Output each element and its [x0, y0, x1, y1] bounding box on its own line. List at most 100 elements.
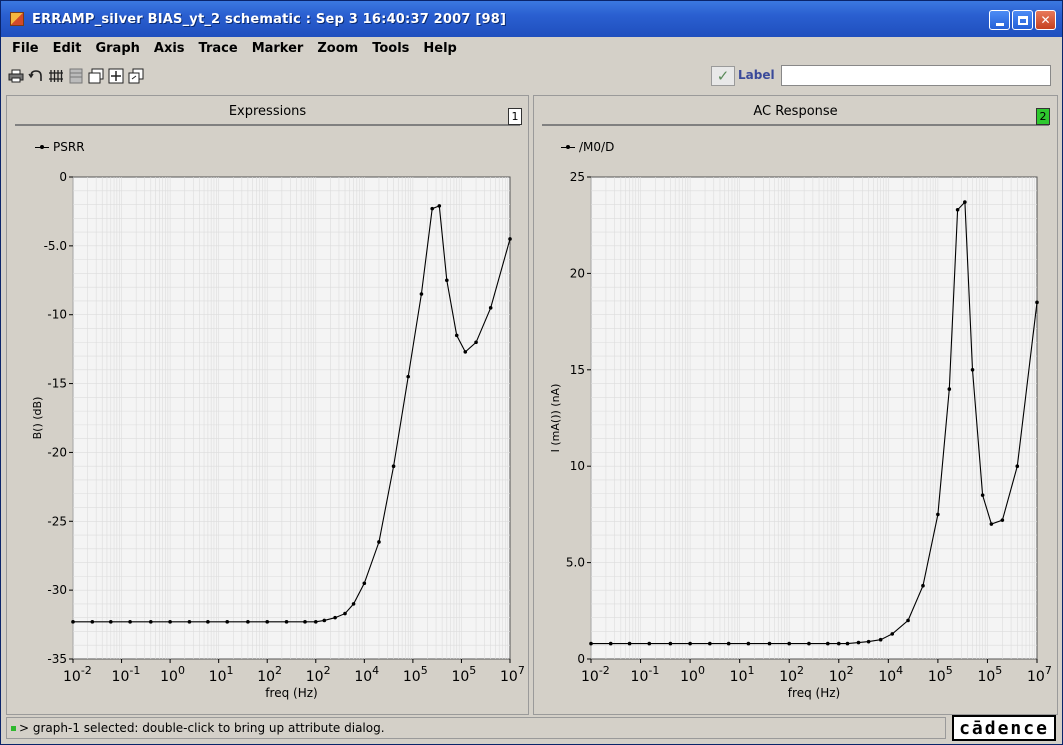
- data-point: [246, 620, 250, 624]
- x-tick-exponent: 2: [275, 664, 282, 677]
- cadence-logo: cādence: [952, 715, 1056, 741]
- menu-zoom[interactable]: Zoom: [317, 40, 359, 56]
- x-tick-exponent: 2: [797, 664, 804, 677]
- data-point: [608, 641, 613, 646]
- x-tick-exponent: 0: [698, 664, 705, 677]
- x-axis-label: freq (Hz): [265, 686, 317, 700]
- x-tick-label: 101: [730, 664, 755, 685]
- maximize-icon: [1017, 15, 1028, 25]
- status-message: > graph-1 selected: double-click to brin…: [19, 721, 385, 735]
- data-point: [668, 641, 673, 646]
- copy-window-button[interactable]: [127, 67, 145, 85]
- menu-tools[interactable]: Tools: [372, 40, 410, 56]
- x-tick-exponent: 1: [226, 664, 233, 677]
- grid-icon: [49, 70, 63, 82]
- x-tick-exponent: 0: [178, 664, 185, 677]
- copy-window-icon: [128, 68, 144, 84]
- data-point: [362, 581, 367, 586]
- close-button[interactable]: ✕: [1035, 10, 1056, 30]
- data-point: [980, 493, 985, 497]
- data-point: [627, 641, 632, 646]
- x-tick-label: 10-1: [112, 664, 141, 685]
- x-tick-exponent: 2: [324, 664, 331, 677]
- plot-area-2[interactable]: 10-2 10-1 100 101 102 102 104 105 105 107 25 20 15 10…: [534, 96, 1059, 719]
- data-point: [148, 620, 153, 624]
- x-tick-label: 102: [829, 664, 854, 685]
- data-point: [303, 620, 307, 624]
- data-point: [866, 639, 871, 644]
- strip-button[interactable]: [67, 67, 85, 85]
- window-title: ERRAMP_silver BIAS_yt_2 schematic : Sep …: [32, 11, 507, 27]
- menu-axis[interactable]: Axis: [153, 40, 185, 56]
- x-tick-exponent: -2: [81, 664, 92, 677]
- data-point: [955, 207, 960, 212]
- maximize-button[interactable]: [1012, 10, 1033, 30]
- x-tick-exponent: 5: [946, 664, 953, 677]
- data-point: [225, 620, 230, 624]
- data-point: [845, 641, 850, 646]
- legend-label: PSRR: [53, 140, 85, 154]
- plot-background: [72, 176, 511, 660]
- ac-response-panel[interactable]: AC Response 2 /M0/D 10-2 10-1 100 101 102 102…: [533, 95, 1058, 715]
- data-point: [454, 333, 459, 338]
- status-bar: > graph-1 selected: double-click to brin…: [6, 717, 946, 739]
- plot-background: [590, 176, 1038, 660]
- psrr-chart[interactable]: 10-2 10-1 100 101 102 102 104 105 105 1070-5.0-10…: [7, 96, 530, 716]
- x-tick-label: 10-1: [631, 664, 660, 685]
- data-point: [168, 620, 172, 624]
- x-tick-label: 104: [878, 664, 903, 685]
- x-tick-label: 100: [680, 664, 705, 685]
- legend-m0-d[interactable]: /M0/D: [561, 140, 614, 154]
- ac-response-chart[interactable]: 10-2 10-1 100 101 102 102 104 105 105 10725201510…: [534, 96, 1059, 716]
- data-point: [589, 641, 593, 646]
- y-tick-label: 25: [570, 170, 585, 184]
- expressions-panel[interactable]: Expressions 1 PSRR 10-2 10-1 100 101 102 102 1…: [6, 95, 529, 715]
- menu-edit[interactable]: Edit: [52, 40, 82, 56]
- menu-graph[interactable]: Graph: [95, 40, 140, 56]
- x-tick-exponent: 5: [469, 664, 476, 677]
- data-point: [187, 620, 192, 624]
- data-point: [726, 641, 731, 646]
- y-tick-label: -5.0: [44, 239, 67, 253]
- data-point: [474, 340, 478, 345]
- data-point: [688, 641, 692, 646]
- panel-title-ac-response: AC Response: [542, 100, 1049, 126]
- grid-button[interactable]: [47, 67, 65, 85]
- undo-button[interactable]: [27, 67, 45, 85]
- title-bar[interactable]: ERRAMP_silver BIAS_yt_2 schematic : Sep …: [1, 1, 1062, 37]
- y-tick-label: 0: [59, 170, 67, 184]
- menu-trace[interactable]: Trace: [198, 40, 238, 56]
- data-point: [430, 206, 435, 211]
- plot-area-1[interactable]: 10-2 10-1 100 101 102 102 104 105 105 107 0 -5.0 -10…: [7, 96, 530, 719]
- menu-marker[interactable]: Marker: [251, 40, 304, 56]
- data-point: [351, 602, 356, 606]
- data-point: [377, 540, 381, 544]
- print-button[interactable]: [7, 67, 25, 85]
- data-point: [647, 641, 652, 646]
- menu-file[interactable]: File: [12, 40, 39, 56]
- y-tick-label: 0: [577, 652, 585, 666]
- y-tick-label: -15: [47, 377, 67, 391]
- data-point: [787, 641, 792, 646]
- x-tick-exponent: 4: [896, 664, 903, 677]
- data-point: [825, 641, 830, 646]
- toolbar: ✓ Label: [1, 61, 1062, 91]
- data-point: [878, 637, 883, 642]
- subwindow-number-1[interactable]: 1: [508, 108, 522, 125]
- data-point: [1015, 464, 1020, 469]
- label-input[interactable]: [781, 65, 1051, 86]
- minimize-button[interactable]: [989, 10, 1010, 30]
- legend-marker-icon: [561, 144, 575, 149]
- subwindow-button[interactable]: [87, 67, 105, 85]
- menu-help[interactable]: Help: [423, 40, 457, 56]
- zoom-fit-button[interactable]: [107, 67, 125, 85]
- data-point: [90, 620, 95, 624]
- y-tick-label: 10: [570, 459, 585, 473]
- legend-psrr[interactable]: PSRR: [35, 140, 85, 154]
- label-checkbox[interactable]: ✓: [711, 66, 735, 86]
- subwindow-number-2[interactable]: 2: [1036, 108, 1050, 125]
- x-tick-label: 105: [403, 664, 428, 685]
- x-tick-label: 10-2: [581, 664, 610, 685]
- data-point: [963, 200, 967, 204]
- data-point: [265, 620, 270, 624]
